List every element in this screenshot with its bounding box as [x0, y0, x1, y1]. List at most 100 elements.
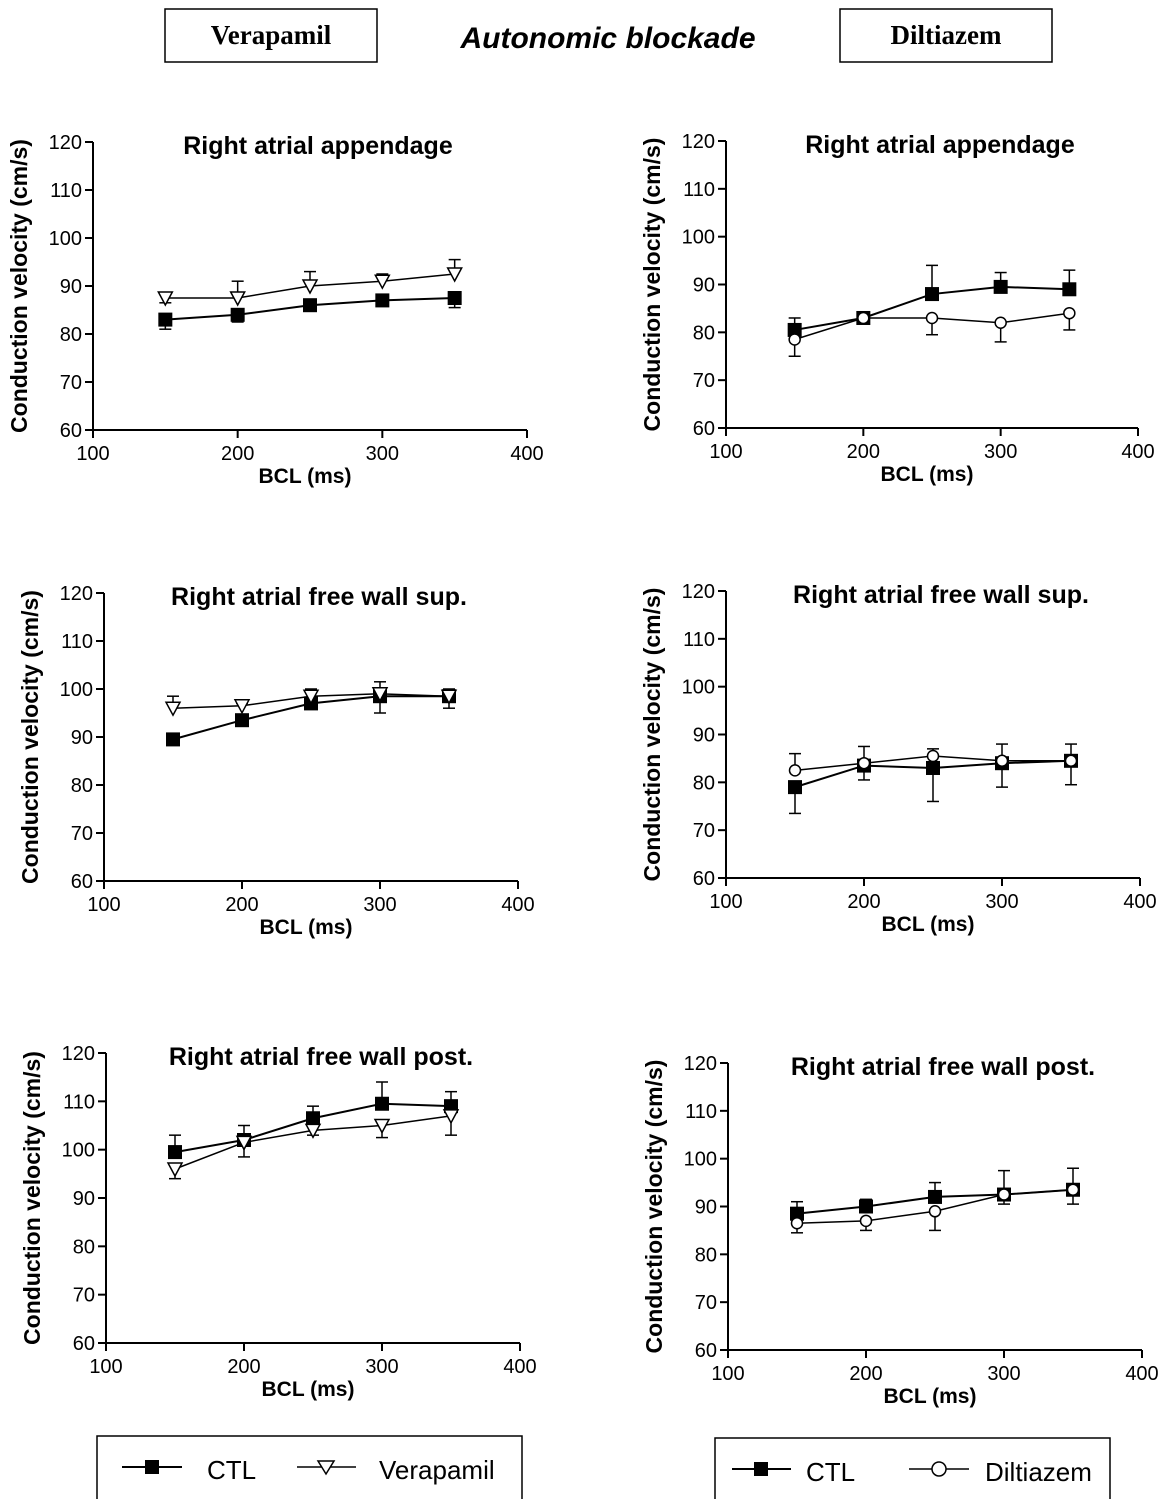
panel-diltiazem-free-wall-sup: 60 70 80 90 100 110 120 100 200 300 400 BCL (ms) Con… [639, 581, 1157, 936]
x-tick-label: 300 [366, 443, 399, 465]
data-point [857, 311, 870, 325]
y-tick-label: 120 [60, 583, 93, 605]
x-tick-label: 300 [984, 441, 1017, 463]
y-tick-label: 90 [693, 725, 715, 747]
legend-right-drug-label: Diltiazem [985, 1457, 1092, 1487]
x-tick-label: 200 [847, 441, 880, 463]
data-point [375, 1096, 389, 1111]
x-tick-label: 400 [1125, 1363, 1158, 1385]
y-axis-title: Conduction velocity (cm/s) [6, 139, 32, 433]
chart-title: Right atrial free wall post. [169, 1043, 473, 1071]
verapamil-header-box [164, 8, 378, 63]
data-point [788, 764, 802, 777]
series-markers-ctl [158, 291, 462, 327]
x-tick-label: 300 [985, 891, 1018, 913]
x-tick-label: 100 [711, 1363, 744, 1385]
data-point [925, 311, 939, 325]
chart-title: Right atrial appendage [183, 132, 453, 160]
y-tick-label: 60 [73, 1333, 95, 1355]
x-tick-label: 100 [89, 1356, 122, 1378]
x-axis-title: BCL (ms) [881, 463, 974, 486]
x-axis-title: BCL (ms) [262, 1378, 355, 1401]
y-tick-label: 70 [71, 823, 93, 845]
x-tick-label: 200 [225, 894, 258, 916]
series-markers-verapamil [166, 1109, 460, 1178]
y-tick-label: 90 [73, 1188, 95, 1210]
data-point [306, 1111, 320, 1126]
legend-left-drug-marker [316, 1460, 336, 1476]
data-point [158, 312, 173, 327]
y-tick-label: 100 [60, 679, 93, 701]
verapamil-header-label: Verapamil [211, 20, 332, 50]
y-tick-label: 70 [693, 370, 715, 392]
x-axis-title: BCL (ms) [260, 916, 353, 939]
x-tick-label: 300 [987, 1363, 1020, 1385]
chart-title: Right atrial free wall post. [791, 1053, 1095, 1081]
data-point [303, 298, 317, 313]
legend-right-drug-marker [931, 1461, 947, 1477]
y-axis-title: Conduction velocity (cm/s) [639, 588, 665, 882]
y-tick-label: 110 [685, 1101, 717, 1123]
x-tick-label: 100 [87, 894, 120, 916]
legend-right-box [714, 1437, 1111, 1499]
data-point [993, 279, 1008, 294]
data-point [301, 279, 319, 295]
x-axis-title: BCL (ms) [884, 1385, 977, 1408]
data-point [304, 1123, 322, 1139]
data-point [166, 732, 180, 747]
x-tick-label: 200 [847, 891, 880, 913]
y-tick-label: 80 [695, 1244, 717, 1266]
panel-diltiazem-appendage: 60 70 80 90 100 110 120 100 200 300 400 BCL (ms) Con… [639, 131, 1155, 486]
x-tick-label: 300 [363, 894, 396, 916]
data-point [230, 307, 245, 322]
data-point [994, 316, 1007, 330]
data-point [447, 291, 462, 305]
data-point [440, 689, 458, 705]
data-point [157, 291, 174, 307]
data-point [925, 287, 939, 302]
diltiazem-header-box [839, 8, 1053, 63]
data-point [926, 749, 940, 763]
data-point [373, 1118, 391, 1135]
data-point [375, 293, 390, 308]
data-point [788, 780, 802, 795]
x-tick-label: 100 [709, 891, 742, 913]
y-tick-label: 60 [71, 871, 93, 893]
data-point [302, 689, 320, 705]
y-tick-label: 80 [73, 1236, 95, 1258]
y-tick-label: 90 [693, 275, 715, 297]
x-tick-label: 200 [221, 443, 254, 465]
series-markers-diltiazem [788, 306, 1076, 346]
y-tick-label: 80 [693, 772, 715, 794]
legend-left-drug-label: Verapamil [379, 1455, 495, 1485]
data-point [166, 1162, 184, 1178]
y-tick-label: 80 [693, 322, 715, 344]
y-tick-label: 110 [683, 179, 715, 201]
y-tick-label: 100 [682, 227, 715, 249]
y-tick-label: 90 [71, 727, 93, 749]
data-point [1063, 306, 1076, 320]
series-markers-verapamil [164, 687, 458, 717]
panel-verapamil-free-wall-sup: 60 70 80 90 100 110 120 100 200 300 400 BCL (ms) Con… [17, 583, 535, 939]
x-axis-title: BCL (ms) [259, 465, 352, 488]
y-tick-label: 70 [73, 1285, 95, 1307]
data-point [1066, 1183, 1080, 1197]
legend-left-ctl-label: CTL [207, 1455, 256, 1485]
legend-left-ctl-marker [145, 1460, 159, 1474]
data-point [446, 267, 463, 283]
x-tick-label: 400 [503, 1356, 536, 1378]
data-point [442, 1109, 460, 1125]
y-tick-label: 90 [60, 276, 82, 298]
y-tick-label: 110 [683, 629, 715, 651]
x-tick-label: 400 [1123, 891, 1156, 913]
data-point [928, 1189, 942, 1204]
x-tick-label: 300 [365, 1356, 398, 1378]
data-point [997, 1188, 1011, 1201]
data-point [168, 1145, 182, 1160]
y-tick-label: 120 [682, 581, 715, 603]
diltiazem-header-label: Diltiazem [891, 20, 1002, 50]
x-tick-label: 200 [227, 1356, 260, 1378]
chart-title: Right atrial free wall sup. [793, 581, 1089, 609]
y-tick-label: 120 [62, 1043, 95, 1065]
data-point [859, 1214, 873, 1228]
